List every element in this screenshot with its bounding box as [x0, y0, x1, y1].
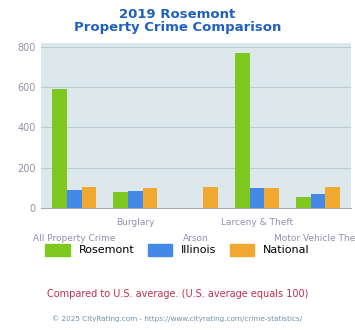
Text: Burglary: Burglary	[116, 218, 154, 227]
Bar	[311, 194, 325, 208]
Bar	[143, 188, 157, 208]
Text: Motor Vehicle Theft: Motor Vehicle Theft	[274, 234, 355, 243]
Bar	[53, 89, 67, 208]
Bar	[325, 187, 340, 208]
Text: Larceny & Theft: Larceny & Theft	[221, 218, 293, 227]
Legend: Rosemont, Illinois, National: Rosemont, Illinois, National	[41, 239, 314, 260]
Text: 2019 Rosemont: 2019 Rosemont	[119, 8, 236, 21]
Bar	[67, 190, 82, 208]
Bar	[82, 187, 96, 208]
Bar	[235, 53, 250, 208]
Text: Arson: Arson	[183, 234, 209, 243]
Bar	[250, 188, 264, 208]
Text: Property Crime Comparison: Property Crime Comparison	[74, 21, 281, 34]
Text: Compared to U.S. average. (U.S. average equals 100): Compared to U.S. average. (U.S. average …	[47, 289, 308, 299]
Text: All Property Crime: All Property Crime	[33, 234, 116, 243]
Bar	[296, 197, 311, 208]
Bar	[203, 187, 218, 208]
Text: © 2025 CityRating.com - https://www.cityrating.com/crime-statistics/: © 2025 CityRating.com - https://www.city…	[53, 315, 302, 322]
Bar	[113, 192, 128, 208]
Bar	[128, 191, 143, 208]
Bar	[264, 188, 279, 208]
